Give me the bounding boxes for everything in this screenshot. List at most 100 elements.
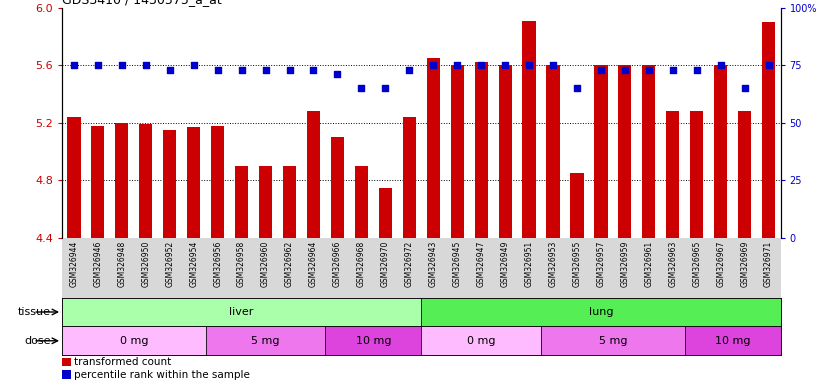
Text: GSM326946: GSM326946 [93, 241, 102, 288]
Bar [523, 21, 535, 238]
Bar [325, 326, 421, 355]
Text: GSM326951: GSM326951 [525, 241, 534, 287]
Text: GSM326954: GSM326954 [189, 241, 198, 288]
Text: GSM326960: GSM326960 [261, 241, 270, 288]
Bar [62, 370, 70, 379]
Point [714, 62, 727, 68]
Text: GSM326967: GSM326967 [716, 241, 725, 288]
Point [163, 67, 176, 73]
Point [282, 67, 296, 73]
Text: GSM326971: GSM326971 [764, 241, 773, 287]
Bar [283, 166, 296, 238]
Text: GSM326950: GSM326950 [141, 241, 150, 288]
Point [378, 85, 392, 91]
Text: 10 mg: 10 mg [715, 336, 750, 346]
Text: 10 mg: 10 mg [356, 336, 391, 346]
Bar [62, 298, 421, 326]
Bar [164, 130, 176, 238]
Bar [691, 111, 703, 238]
Text: GSM326947: GSM326947 [477, 241, 486, 288]
Point [306, 67, 320, 73]
Bar [499, 65, 511, 238]
Text: GSM326961: GSM326961 [644, 241, 653, 287]
Text: GSM326952: GSM326952 [165, 241, 174, 287]
Point [211, 67, 224, 73]
Text: transformed count: transformed count [74, 357, 172, 367]
Text: GSM326962: GSM326962 [285, 241, 294, 287]
Point [402, 67, 415, 73]
Text: dose: dose [25, 336, 51, 346]
Text: GSM326955: GSM326955 [572, 241, 582, 288]
Bar [116, 123, 128, 238]
Text: GSM326968: GSM326968 [357, 241, 366, 287]
Point [618, 67, 631, 73]
Bar [667, 111, 679, 238]
Bar [541, 326, 685, 355]
Text: GSM326953: GSM326953 [548, 241, 558, 288]
Bar [643, 65, 655, 238]
Bar [188, 127, 200, 238]
Text: tissue: tissue [18, 307, 51, 317]
Text: percentile rank within the sample: percentile rank within the sample [74, 370, 250, 380]
Text: 0 mg: 0 mg [467, 336, 496, 346]
Point [690, 67, 703, 73]
Point [738, 85, 751, 91]
Text: lung: lung [589, 307, 613, 317]
Text: liver: liver [230, 307, 254, 317]
Point [546, 62, 559, 68]
Point [187, 62, 200, 68]
Text: GSM326948: GSM326948 [117, 241, 126, 287]
Point [235, 67, 248, 73]
Bar [211, 126, 224, 238]
Text: GSM326969: GSM326969 [740, 241, 749, 288]
Bar [206, 326, 325, 355]
Point [474, 62, 487, 68]
Text: GSM326972: GSM326972 [405, 241, 414, 287]
Point [139, 62, 152, 68]
Bar [421, 298, 781, 326]
Text: GSM326956: GSM326956 [213, 241, 222, 288]
Bar [619, 65, 631, 238]
Text: GSM326965: GSM326965 [692, 241, 701, 288]
Text: GSM326966: GSM326966 [333, 241, 342, 288]
Text: GSM326943: GSM326943 [429, 241, 438, 288]
Bar [403, 117, 415, 238]
Bar [235, 166, 248, 238]
Bar [68, 117, 80, 238]
Bar [595, 65, 607, 238]
Text: GSM326959: GSM326959 [620, 241, 629, 288]
Text: GSM326944: GSM326944 [69, 241, 78, 288]
Bar [331, 137, 344, 238]
Bar [307, 111, 320, 238]
Bar [62, 358, 70, 366]
Bar [62, 326, 206, 355]
Text: 0 mg: 0 mg [120, 336, 148, 346]
Bar [685, 326, 781, 355]
Bar [379, 188, 392, 238]
Point [354, 85, 368, 91]
Bar [762, 22, 775, 238]
Bar [140, 124, 152, 238]
Bar [547, 65, 559, 238]
Bar [355, 166, 368, 238]
Point [570, 85, 583, 91]
Bar [571, 173, 583, 238]
Point [259, 67, 272, 73]
Bar [714, 65, 727, 238]
Point [450, 62, 463, 68]
Point [115, 62, 129, 68]
Bar [427, 58, 439, 238]
Bar [475, 63, 487, 238]
Text: GSM326958: GSM326958 [237, 241, 246, 287]
Point [91, 62, 104, 68]
Point [666, 67, 679, 73]
Text: GSM326964: GSM326964 [309, 241, 318, 288]
Bar [92, 126, 104, 238]
Text: GSM326949: GSM326949 [501, 241, 510, 288]
Bar [259, 166, 272, 238]
Text: GSM326963: GSM326963 [668, 241, 677, 288]
Point [67, 62, 81, 68]
Point [330, 71, 344, 78]
Point [594, 67, 607, 73]
Bar [421, 326, 541, 355]
